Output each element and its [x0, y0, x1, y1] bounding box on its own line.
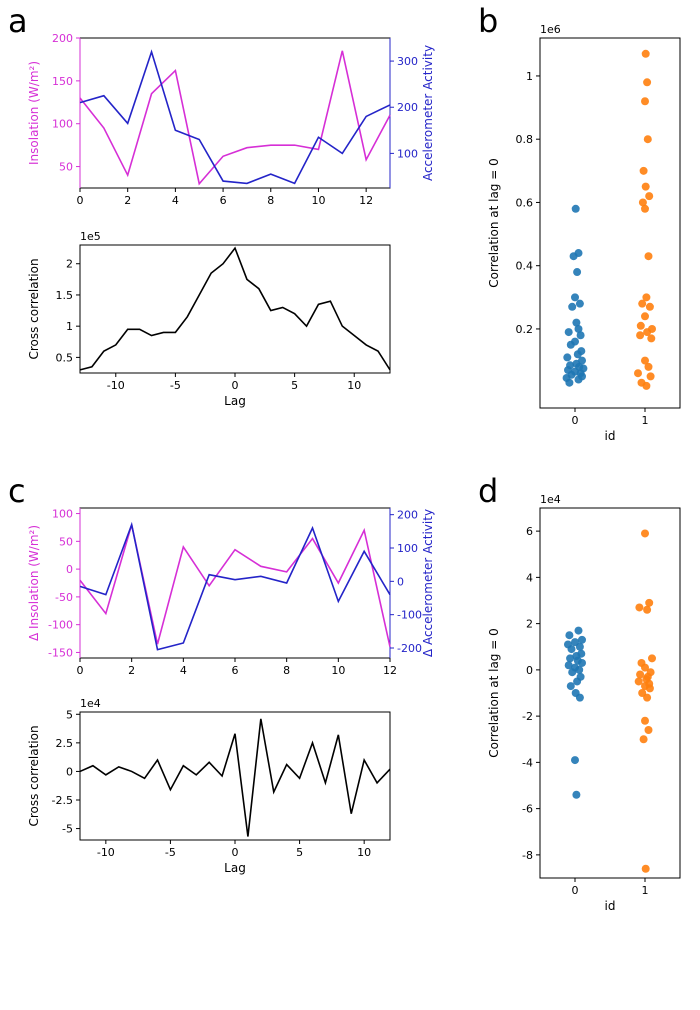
svg-text:100: 100 — [52, 508, 73, 521]
svg-text:300: 300 — [397, 55, 418, 68]
svg-text:-4: -4 — [522, 756, 533, 769]
svg-text:6: 6 — [526, 525, 533, 538]
svg-text:150: 150 — [52, 75, 73, 88]
svg-text:1e5: 1e5 — [80, 230, 101, 243]
svg-text:12: 12 — [383, 664, 397, 677]
svg-text:Cross correlation: Cross correlation — [27, 725, 41, 826]
svg-text:1e6: 1e6 — [540, 23, 561, 36]
svg-text:0: 0 — [77, 664, 84, 677]
svg-text:id: id — [605, 899, 616, 913]
svg-text:0: 0 — [232, 379, 239, 392]
svg-text:-5: -5 — [170, 379, 181, 392]
svg-text:Accelerometer Activity: Accelerometer Activity — [421, 45, 435, 181]
svg-text:Cross correlation: Cross correlation — [27, 258, 41, 359]
svg-text:id: id — [605, 429, 616, 443]
svg-text:0: 0 — [572, 884, 579, 897]
svg-text:0.2: 0.2 — [516, 323, 534, 336]
svg-text:-10: -10 — [97, 846, 115, 859]
svg-text:0: 0 — [526, 664, 533, 677]
figure-svg: 02468101250100150200100200300Insolation … — [10, 10, 700, 1010]
svg-text:-50: -50 — [55, 591, 73, 604]
svg-text:Lag: Lag — [224, 861, 246, 875]
svg-text:50: 50 — [59, 535, 73, 548]
svg-text:-100: -100 — [48, 619, 73, 632]
svg-text:5: 5 — [291, 379, 298, 392]
svg-text:-5: -5 — [165, 846, 176, 859]
svg-text:0.5: 0.5 — [56, 351, 74, 364]
svg-text:-200: -200 — [397, 642, 422, 655]
svg-text:-150: -150 — [48, 646, 73, 659]
svg-text:10: 10 — [331, 664, 345, 677]
svg-text:100: 100 — [397, 542, 418, 555]
svg-text:1: 1 — [526, 70, 533, 83]
svg-text:Lag: Lag — [224, 394, 246, 408]
svg-text:-10: -10 — [107, 379, 125, 392]
svg-text:-2.5: -2.5 — [52, 794, 73, 807]
svg-text:8: 8 — [267, 194, 274, 207]
svg-text:0: 0 — [572, 414, 579, 427]
svg-text:12: 12 — [359, 194, 373, 207]
svg-text:1e4: 1e4 — [80, 697, 101, 710]
svg-text:0: 0 — [232, 846, 239, 859]
svg-text:2: 2 — [124, 194, 131, 207]
svg-text:10: 10 — [357, 846, 371, 859]
svg-text:1: 1 — [642, 414, 649, 427]
svg-text:1e4: 1e4 — [540, 493, 561, 506]
svg-text:1.5: 1.5 — [56, 289, 74, 302]
svg-text:1: 1 — [66, 320, 73, 333]
svg-text:0: 0 — [66, 765, 73, 778]
svg-text:200: 200 — [397, 509, 418, 522]
svg-text:10: 10 — [311, 194, 325, 207]
svg-text:10: 10 — [347, 379, 361, 392]
svg-text:2.5: 2.5 — [56, 737, 74, 750]
svg-text:100: 100 — [52, 118, 73, 131]
svg-text:4: 4 — [180, 664, 187, 677]
svg-text:4: 4 — [172, 194, 179, 207]
svg-text:2: 2 — [128, 664, 135, 677]
svg-text:2: 2 — [66, 258, 73, 271]
svg-text:0: 0 — [77, 194, 84, 207]
svg-text:200: 200 — [52, 32, 73, 45]
svg-text:Correlation at lag = 0: Correlation at lag = 0 — [487, 158, 501, 287]
svg-text:-8: -8 — [522, 849, 533, 862]
svg-text:0.8: 0.8 — [516, 133, 534, 146]
svg-text:5: 5 — [296, 846, 303, 859]
svg-text:4: 4 — [526, 571, 533, 584]
svg-text:-5: -5 — [62, 823, 73, 836]
svg-text:-100: -100 — [397, 609, 422, 622]
svg-text:6: 6 — [232, 664, 239, 677]
svg-text:0: 0 — [66, 563, 73, 576]
svg-text:6: 6 — [220, 194, 227, 207]
svg-text:5: 5 — [66, 708, 73, 721]
svg-text:2: 2 — [526, 618, 533, 631]
svg-text:0.6: 0.6 — [516, 196, 534, 209]
svg-text:-6: -6 — [522, 803, 533, 816]
svg-text:0: 0 — [397, 575, 404, 588]
svg-text:Δ Insolation (W/m²): Δ Insolation (W/m²) — [27, 525, 41, 641]
svg-text:50: 50 — [59, 161, 73, 174]
svg-text:100: 100 — [397, 147, 418, 160]
svg-text:0.4: 0.4 — [516, 260, 534, 273]
svg-text:-2: -2 — [522, 710, 533, 723]
svg-text:Δ Accelerometer Activity: Δ Accelerometer Activity — [421, 509, 435, 657]
svg-text:1: 1 — [642, 884, 649, 897]
svg-text:8: 8 — [283, 664, 290, 677]
svg-text:Correlation at lag = 0: Correlation at lag = 0 — [487, 628, 501, 757]
svg-text:200: 200 — [397, 101, 418, 114]
svg-text:Insolation (W/m²): Insolation (W/m²) — [27, 61, 41, 165]
